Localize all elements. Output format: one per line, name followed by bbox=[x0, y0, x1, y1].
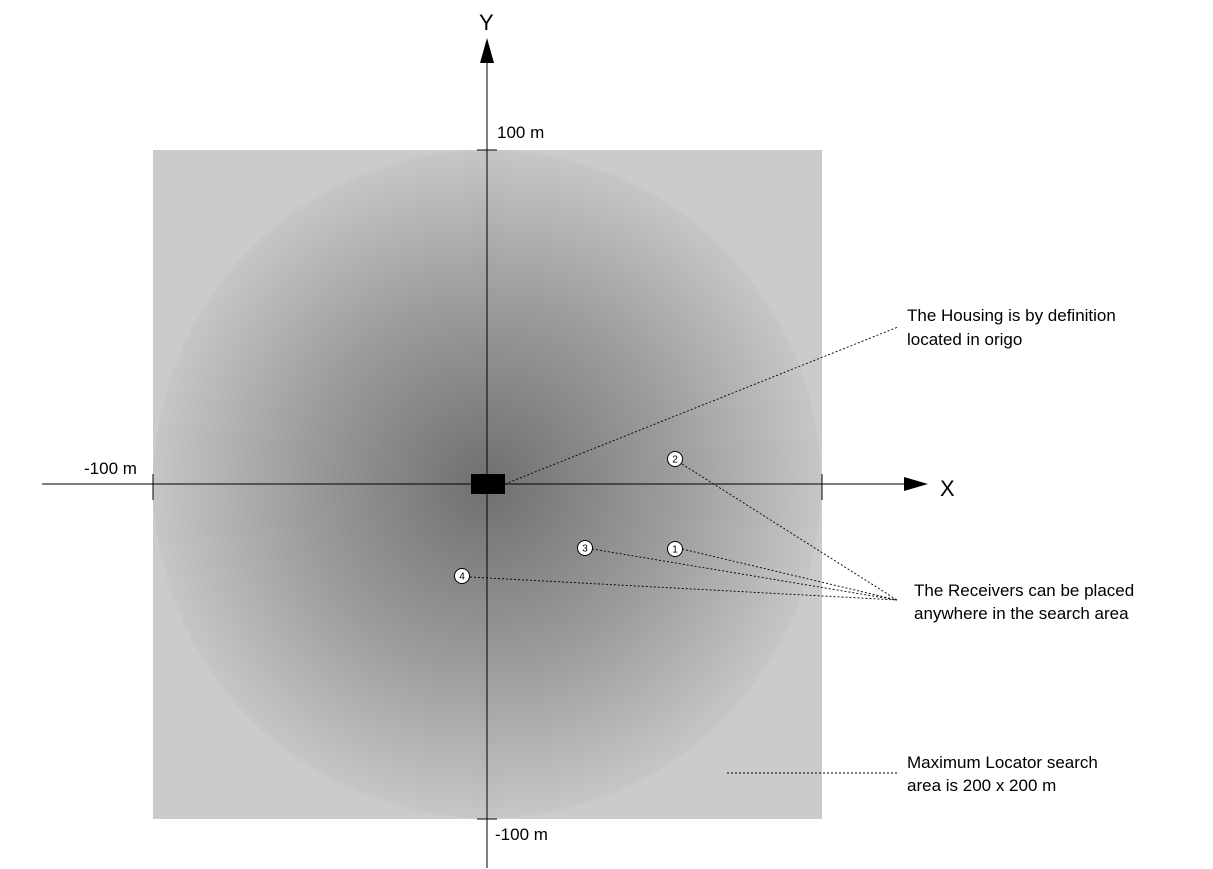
housing bbox=[471, 474, 505, 494]
receiver-4-marker bbox=[454, 568, 470, 584]
receiver-1-leader-line bbox=[681, 548, 898, 601]
housing-annotation-line2: located in origo bbox=[907, 330, 1022, 349]
y-axis-label: Y bbox=[479, 10, 494, 35]
y-axis-arrowhead bbox=[480, 38, 494, 63]
search-area-annotation-line2: area is 200 x 200 m bbox=[907, 776, 1056, 795]
receiver-3-leader-line bbox=[591, 548, 898, 601]
search-area-annotation-line1: Maximum Locator search bbox=[907, 753, 1098, 772]
x-min-label: -100 m bbox=[84, 459, 137, 478]
x-axis-arrowhead bbox=[904, 477, 928, 491]
receiver-4-number: 4 bbox=[459, 572, 465, 583]
receiver-4: 4 bbox=[454, 568, 470, 584]
receiver-2-marker bbox=[667, 451, 683, 467]
receiver-4-leader-line bbox=[469, 576, 898, 601]
y-max-label: 100 m bbox=[497, 123, 544, 142]
receiver-1-number: 1 bbox=[672, 545, 678, 556]
receiver-3-marker bbox=[577, 540, 593, 556]
receivers-annotation-line2: anywhere in the search area bbox=[914, 604, 1129, 623]
receiver-2-number: 2 bbox=[672, 455, 678, 466]
leader-lines bbox=[469, 326, 899, 774]
receiver-1: 1 bbox=[667, 541, 683, 557]
housing-annotation-line1: The Housing is by definition bbox=[907, 306, 1116, 325]
receiver-3: 3 bbox=[577, 540, 593, 556]
receiver-2: 2 bbox=[667, 451, 683, 467]
x-axis-label: X bbox=[940, 476, 955, 501]
receiver-1-marker bbox=[667, 541, 683, 557]
receiver-2-leader-line bbox=[681, 463, 898, 601]
receiver-3-number: 3 bbox=[582, 544, 588, 555]
housing-leader-line bbox=[504, 326, 899, 485]
receivers-annotation-line1: The Receivers can be placed bbox=[914, 581, 1134, 600]
y-min-label: -100 m bbox=[495, 825, 548, 844]
